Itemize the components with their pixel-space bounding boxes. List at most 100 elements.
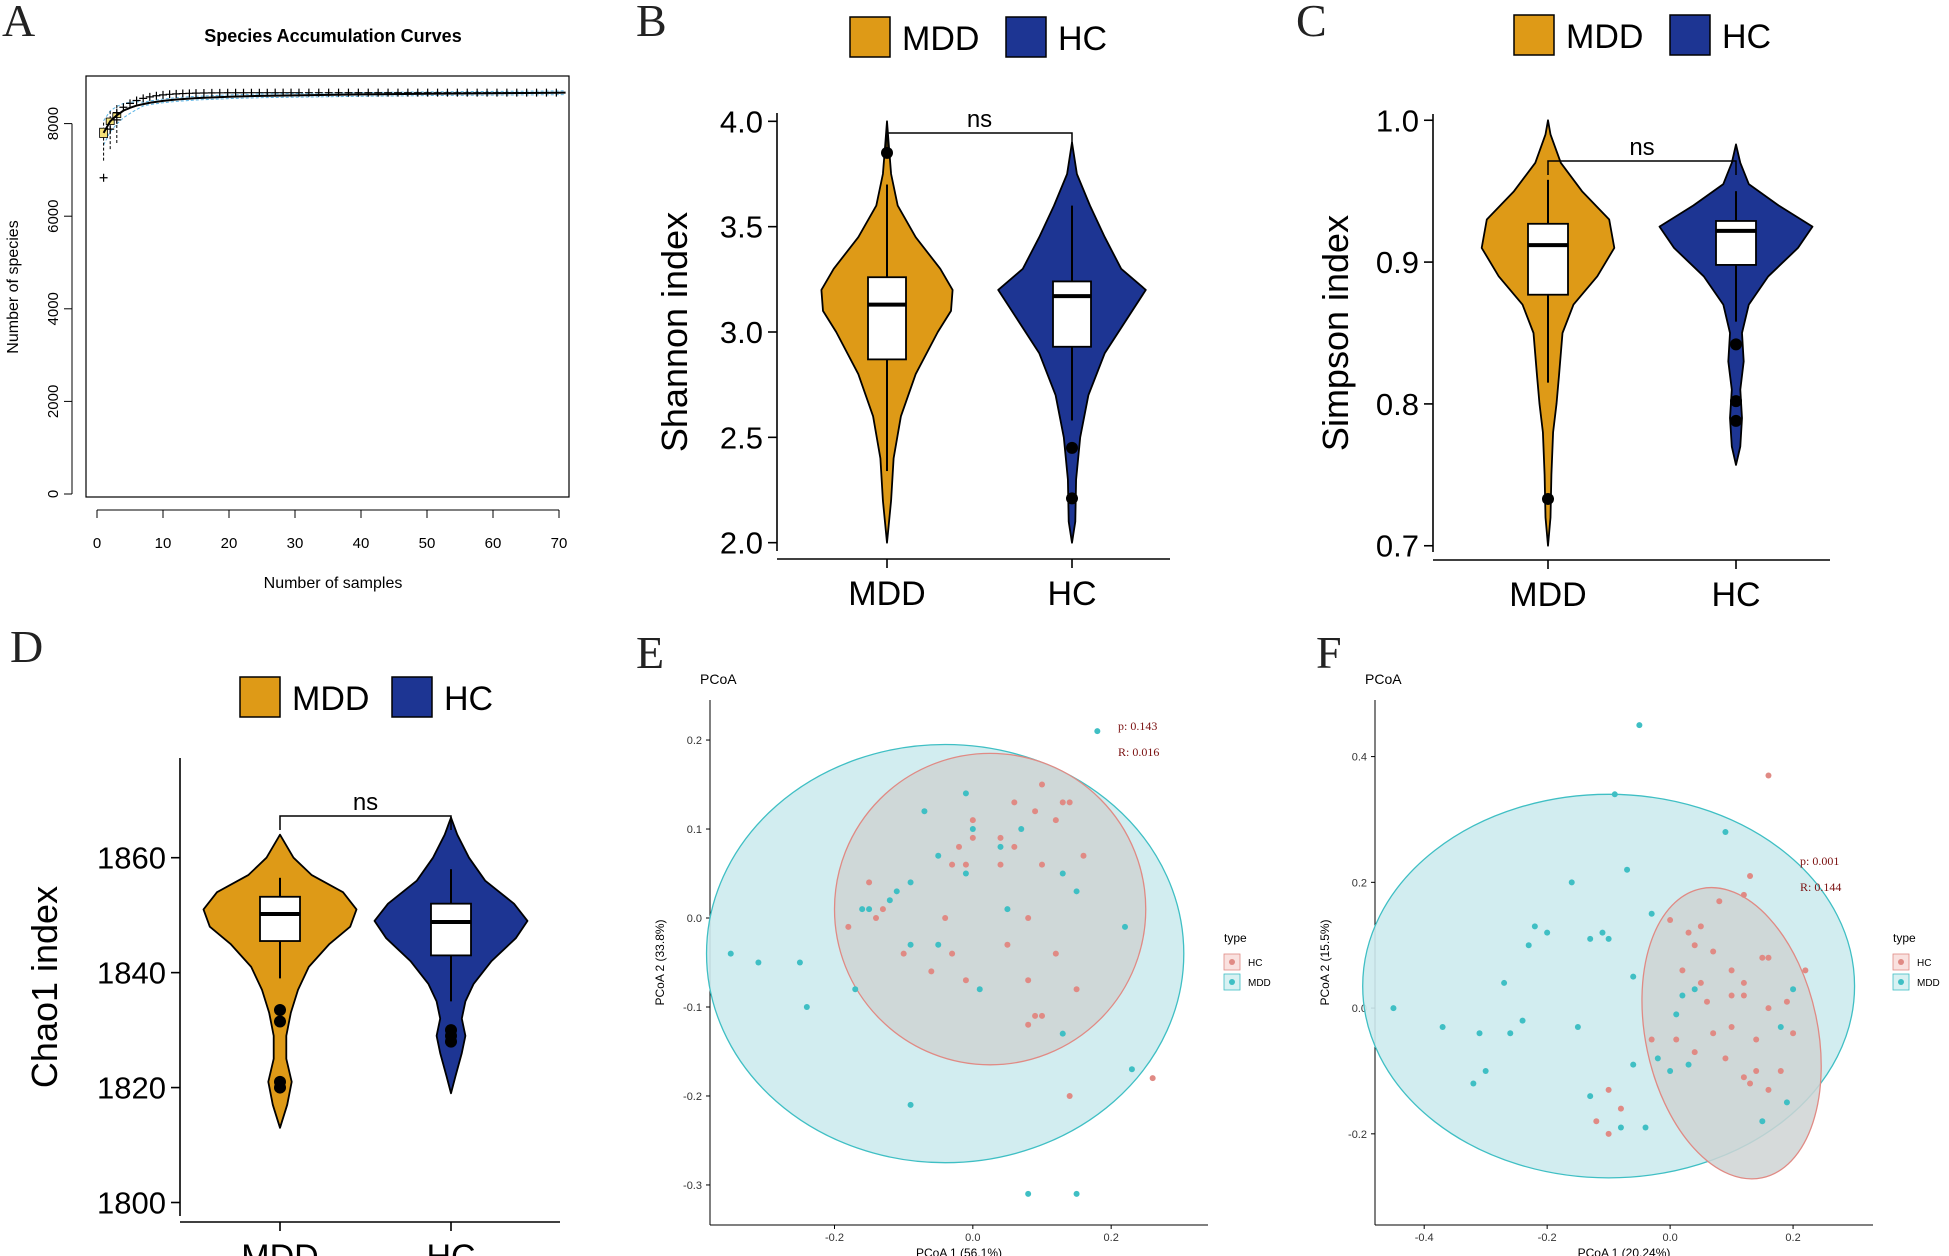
legend-swatch-mdd xyxy=(849,16,891,58)
point-hc xyxy=(949,861,956,868)
point-mdd xyxy=(1624,866,1631,873)
legend-dot-mdd xyxy=(1898,979,1904,985)
x-tick-label-hc: HC xyxy=(426,1238,475,1256)
point-hc xyxy=(969,817,976,824)
outlier-point xyxy=(1066,441,1078,454)
sample-point xyxy=(279,88,288,97)
point-mdd xyxy=(1599,929,1606,936)
y-tick-label: 2.0 xyxy=(720,526,763,561)
sample-point xyxy=(199,88,208,97)
x-tick-label: -0.4 xyxy=(1415,1232,1434,1244)
x-tick-label-hc: HC xyxy=(1047,575,1096,613)
point-hc xyxy=(962,977,969,984)
point-mdd xyxy=(1673,1011,1680,1018)
violin-plot: 1800 1820 1840 1860 Chao1 index MDD HC ns xyxy=(24,758,560,1256)
sample-point xyxy=(384,88,393,97)
point-hc xyxy=(1765,954,1772,961)
sample-point xyxy=(159,90,167,99)
point-hc xyxy=(1753,1067,1760,1074)
violin-plot: 0.7 0.8 0.9 1.0 Simpson index MDD HC ns xyxy=(1315,103,1830,614)
sample-point xyxy=(364,88,373,97)
point-hc xyxy=(1783,998,1790,1005)
panel-label-f: F xyxy=(1316,627,1342,678)
y-tick-label: 1840 xyxy=(97,956,166,991)
x-tick-label: 0.0 xyxy=(1662,1232,1677,1244)
sample-point xyxy=(532,88,541,97)
point-hc xyxy=(1697,923,1704,930)
outlier-point xyxy=(274,1015,286,1028)
point-mdd xyxy=(1568,879,1575,886)
sample-point xyxy=(231,88,240,97)
legend-dot-hc xyxy=(1898,959,1904,965)
x-tick-label: 20 xyxy=(221,535,238,552)
y-tick-label: -0.2 xyxy=(683,1091,702,1103)
point-hc xyxy=(1605,1086,1612,1093)
legend-title: type xyxy=(1893,931,1916,945)
point-hc xyxy=(1004,941,1011,948)
x-axis-label: PCoA 1 (20.24%) xyxy=(1578,1246,1671,1256)
point-hc xyxy=(1740,891,1747,898)
sample-point xyxy=(223,88,232,97)
sample-point xyxy=(542,88,551,97)
y-tick-label: 0.9 xyxy=(1376,245,1419,280)
point-mdd xyxy=(1759,1118,1766,1125)
point-hc xyxy=(1728,992,1735,999)
point-hc xyxy=(1025,977,1032,984)
legend: MDD HC xyxy=(239,676,493,718)
panel-d: D MDD HC 1800 1820 1840 1860 Chao1 index MDD HC… xyxy=(10,621,560,1256)
significance-bracket xyxy=(886,132,1073,147)
panel-label-d: D xyxy=(10,621,43,672)
box-hc xyxy=(1715,220,1757,266)
point-hc xyxy=(1697,979,1704,986)
point-mdd xyxy=(1122,923,1128,930)
point-mdd xyxy=(935,941,942,948)
sample-point xyxy=(112,115,121,124)
point-hc xyxy=(1753,1036,1760,1043)
accumulation-curve xyxy=(99,88,566,182)
panel-label-b: B xyxy=(636,0,667,46)
sample-point xyxy=(393,88,402,97)
sample-point xyxy=(324,88,333,97)
point-hc xyxy=(1740,1074,1747,1081)
point-mdd xyxy=(1587,1093,1594,1100)
box-mdd xyxy=(867,276,907,361)
legend-label-hc: HC xyxy=(1722,18,1771,56)
point-hc xyxy=(866,879,873,886)
point-mdd xyxy=(1648,910,1655,917)
point-mdd xyxy=(893,888,900,895)
point-mdd xyxy=(727,950,734,957)
panel-f: F PCoA -0.4 -0.2 0.0 0.2 -0.2 0.0 0.2 0.4 PCoA 1 … xyxy=(1316,627,1940,1256)
point-mdd xyxy=(755,959,762,966)
x-tick-label: 30 xyxy=(287,535,304,552)
y-tick-label: -0.1 xyxy=(683,1002,702,1014)
sample-point xyxy=(512,88,521,97)
panel-label-a: A xyxy=(2,0,35,46)
y-tick-label: 4000 xyxy=(45,292,62,325)
sample-point xyxy=(99,173,108,182)
point-mdd xyxy=(935,852,942,859)
x-tick-label-mdd: MDD xyxy=(241,1238,318,1256)
y-tick-label: 0.2 xyxy=(1352,877,1367,889)
y-axis-label: Simpson index xyxy=(1315,215,1356,451)
legend-swatch-hc xyxy=(1669,14,1711,56)
point-mdd xyxy=(962,790,969,797)
point-mdd xyxy=(1094,728,1101,735)
sample-point xyxy=(126,99,134,108)
point-hc xyxy=(1593,1118,1600,1125)
x-tick-label-hc: HC xyxy=(1711,576,1760,614)
point-mdd xyxy=(1507,1030,1514,1037)
sample-point xyxy=(215,88,224,97)
sample-point xyxy=(192,89,200,98)
point-mdd xyxy=(907,941,914,948)
sample-point xyxy=(271,88,280,97)
point-hc xyxy=(1679,967,1686,974)
legend-swatch-mdd xyxy=(1513,14,1555,56)
sample-point xyxy=(344,88,353,97)
sample-point xyxy=(152,91,161,100)
y-tick-label: 0.1 xyxy=(687,824,702,836)
point-mdd xyxy=(1587,935,1594,942)
point-hc xyxy=(1039,781,1045,788)
sample-point xyxy=(502,88,511,97)
x-tick-label: 0.2 xyxy=(1785,1232,1800,1244)
point-mdd xyxy=(1482,1067,1489,1074)
